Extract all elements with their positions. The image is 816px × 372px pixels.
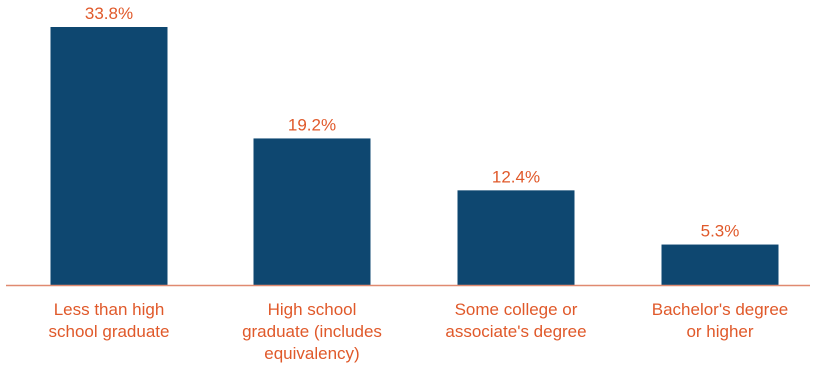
bar-3: [457, 190, 575, 285]
value-label-4: 5.3%: [701, 222, 740, 241]
bar-1: [50, 27, 168, 285]
category-label-1: Less than high school graduate: [49, 300, 170, 341]
bars: [50, 27, 779, 285]
category-label-line: graduate (includes: [242, 322, 382, 341]
category-label-3: Some college or associate's degree: [445, 300, 586, 341]
category-label-line: Bachelor's degree: [652, 300, 789, 319]
bar-2: [253, 138, 371, 285]
category-label-line: High school: [268, 300, 357, 319]
category-label-2: High school graduate (includes equivalency…: [242, 300, 382, 363]
value-label-2: 19.2%: [288, 115, 336, 134]
category-label-line: Less than high: [54, 300, 165, 319]
category-label-line: Some college or: [455, 300, 578, 319]
value-labels: 33.8% 19.2% 12.4% 5.3%: [85, 4, 739, 241]
category-label-line: or higher: [686, 322, 753, 341]
category-label-line: associate's degree: [445, 322, 586, 341]
category-label-4: Bachelor's degree or higher: [652, 300, 789, 341]
value-label-3: 12.4%: [492, 167, 540, 186]
category-label-line: school graduate: [49, 322, 170, 341]
category-label-line: equivalency): [264, 344, 359, 363]
bar-4: [661, 244, 779, 285]
value-label-1: 33.8%: [85, 4, 133, 23]
category-labels: Less than high school graduate High school…: [49, 300, 789, 363]
